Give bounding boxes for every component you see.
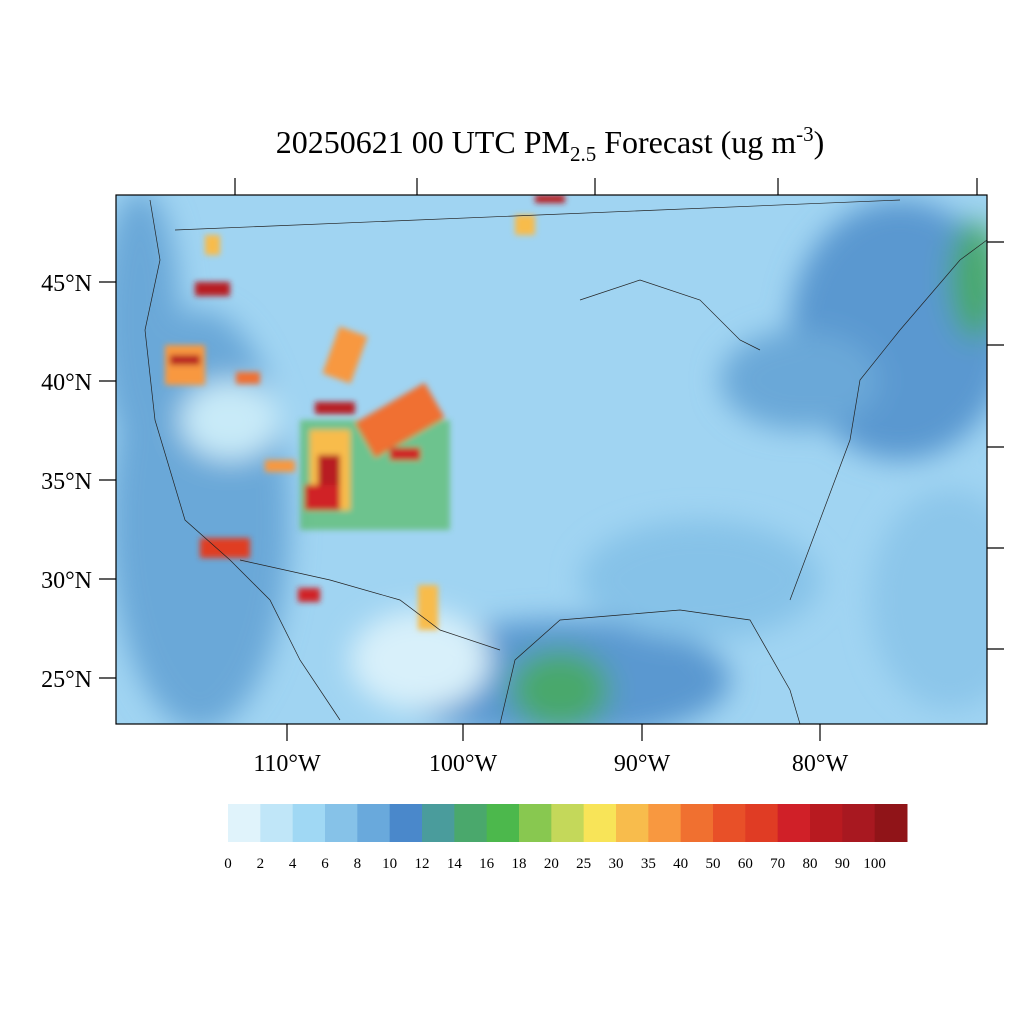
title: 20250621 00 UTC PM2.5 Forecast (ug m-3)	[276, 122, 825, 166]
colorbar-label: 4	[289, 856, 297, 872]
colorbar-label: 90	[835, 856, 850, 872]
lat-label: 40°N	[41, 370, 92, 396]
colorbar-box	[842, 804, 876, 842]
colorbar-box	[551, 804, 585, 842]
colorbar-label: 70	[770, 856, 785, 872]
lon-label: 80°W	[792, 751, 849, 777]
colorbar-box	[777, 804, 811, 842]
colorbar-label: 50	[706, 856, 721, 872]
colorbar-label: 14	[447, 856, 463, 872]
map-field	[116, 195, 987, 724]
colorbar-box	[874, 804, 908, 842]
colorbar-label: 80	[803, 856, 818, 872]
colorbar-box	[454, 804, 488, 842]
title-sup: -3	[796, 122, 814, 146]
colorbar-label: 30	[609, 856, 624, 872]
colorbar-label: 10	[382, 856, 397, 872]
colorbar-box	[519, 804, 552, 842]
colorbar-label: 40	[673, 856, 688, 872]
colorbar-label: 8	[354, 856, 362, 872]
lat-label: 45°N	[41, 271, 92, 297]
colorbar-label: 0	[224, 856, 232, 872]
colorbar-box	[680, 804, 714, 842]
title-close: )	[814, 124, 825, 160]
colorbar-label: 6	[321, 856, 329, 872]
colorbar-box	[228, 804, 261, 842]
lat-label: 25°N	[41, 667, 92, 693]
colorbar-label: 2	[257, 856, 265, 872]
colorbar-label: 100	[863, 856, 886, 872]
title-rest: Forecast (ug m	[596, 124, 796, 160]
colorbar-label: 12	[415, 856, 430, 872]
colorbar-box	[745, 804, 779, 842]
colorbar-box	[260, 804, 294, 842]
colorbar-label: 16	[479, 856, 495, 872]
lat-label: 30°N	[41, 568, 92, 594]
colorbar-label: 18	[512, 856, 527, 872]
title-sub: 2.5	[570, 142, 596, 166]
colorbar-box	[292, 804, 326, 842]
colorbar-label: 20	[544, 856, 559, 872]
frame-ticks	[99, 178, 1004, 741]
colorbar-box	[713, 804, 746, 842]
colorbar-label: 60	[738, 856, 753, 872]
lon-label: 100°W	[429, 751, 498, 777]
colorbar-label: 25	[576, 856, 591, 872]
colorbar-box	[583, 804, 617, 842]
colorbar-label: 35	[641, 856, 656, 872]
lon-label: 90°W	[614, 751, 671, 777]
map-frame	[115, 194, 988, 725]
colorbar-box	[648, 804, 682, 842]
colorbar-box	[389, 804, 423, 842]
lon-label: 110°W	[253, 751, 321, 777]
colorbar-box	[486, 804, 520, 842]
colorbar-box	[422, 804, 455, 842]
lat-label: 35°N	[41, 469, 92, 495]
colorbar-box	[325, 804, 358, 842]
colorbar-box	[810, 804, 843, 842]
title-main: 20250621 00 UTC PM	[276, 124, 570, 160]
colorbar-box	[357, 804, 391, 842]
colorbar-box	[616, 804, 649, 842]
